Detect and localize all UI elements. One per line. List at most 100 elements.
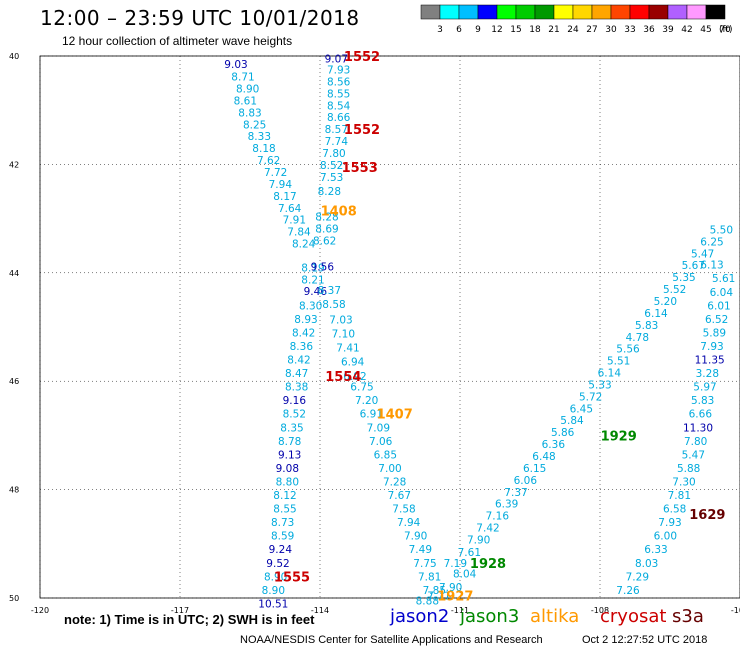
wave-height-value: 7.19 — [444, 558, 467, 570]
wave-height-value: 6.48 — [532, 451, 555, 463]
scale-swatch — [420, 4, 441, 20]
wave-height-value: 6.92 — [343, 371, 366, 383]
wave-height-value: 6.06 — [514, 475, 538, 487]
wave-height-value: 8.66 — [327, 112, 351, 124]
pass-time-label: 1929 — [601, 429, 637, 444]
lat-label: 46 — [9, 377, 19, 386]
wave-height-value: 6.01 — [707, 300, 730, 312]
wave-height-value: 7.80 — [684, 436, 707, 448]
scale-label: 27 — [586, 25, 597, 35]
wave-height-value: 5.61 — [712, 273, 735, 285]
wave-height-value: 5.67 — [682, 260, 705, 272]
scale-swatch — [705, 4, 726, 20]
wave-height-value: 6.00 — [654, 531, 677, 543]
scale-swatch — [686, 4, 707, 20]
wave-height-value: 8.78 — [278, 436, 301, 448]
lat-label: 40 — [9, 52, 19, 61]
satellite-cryosat: cryosat — [600, 606, 667, 627]
wave-height-value: 8.56 — [327, 76, 351, 88]
wave-height-value: 8.61 — [234, 95, 257, 107]
wave-height-value: 7.64 — [278, 203, 302, 215]
wave-height-value: 8.24 — [292, 239, 316, 251]
wave-height-value: 6.66 — [689, 409, 713, 421]
pass-time-label: 1408 — [321, 204, 357, 219]
lat-lon-grid — [39, 55, 740, 599]
scale-label: 18 — [529, 25, 541, 35]
satellite-jason2: jason2 — [390, 606, 450, 627]
wave-height-value: 7.81 — [668, 490, 691, 502]
pass-time-label: 1629 — [689, 508, 725, 523]
wave-height-value: 6.45 — [570, 403, 593, 415]
wave-height-value: 8.28 — [318, 186, 341, 198]
wave-height-value: 9.03 — [224, 59, 247, 71]
wave-height-value: 7.90 — [439, 582, 462, 594]
wave-height-value: 6.75 — [350, 382, 373, 394]
pass-time-label: 1554 — [325, 370, 361, 385]
scale-label: 15 — [510, 25, 521, 35]
scale-label: 3 — [437, 25, 443, 35]
scale-label: 39 — [662, 25, 674, 35]
wave-height-value: 6.94 — [341, 357, 365, 369]
footer-credit: NOAA/NESDIS Center for Satellite Applica… — [240, 634, 543, 646]
wave-height-value: 9.13 — [278, 449, 301, 461]
wave-height-value: 5.97 — [693, 382, 716, 394]
wave-height-value: 6.91 — [360, 409, 383, 421]
wave-height-value: 11.35 — [695, 355, 725, 367]
footer-created: Oct 2 12:27:52 UTC 2018 — [582, 634, 708, 646]
wave-height-value: 5.33 — [588, 379, 611, 391]
wave-height-value: 6.25 — [700, 236, 723, 248]
map-subtitle: 12 hour collection of altimeter wave hei… — [62, 34, 293, 48]
wave-height-value: 8.80 — [276, 476, 299, 488]
wave-height-value: 6.15 — [523, 463, 546, 475]
wave-height-value: 8.03 — [635, 558, 658, 570]
wave-height-value: 7.74 — [325, 136, 349, 148]
wave-height-value: 8.69 — [315, 223, 338, 235]
scale-swatch — [667, 4, 688, 20]
wave-height-value: 6.52 — [705, 314, 728, 326]
map-title: 12:00 – 23:59 UTC 10/01/2018 — [40, 6, 360, 30]
track-west: 9.038.718.908.618.838.258.338.187.627.72… — [224, 59, 327, 610]
wave-height-value: 8.35 — [280, 422, 303, 434]
wave-height-value: 8.52 — [283, 409, 306, 421]
satellite-altika: altika — [530, 606, 580, 627]
lat-label: 42 — [9, 160, 19, 169]
scale-swatch — [458, 4, 479, 20]
wave-height-value: 7.93 — [658, 517, 681, 529]
scale-label: 42 — [681, 25, 692, 35]
wave-height-value: 7.71 — [427, 590, 450, 602]
color-scale: 3 6 9 12 15 18 21 24 27 30 33 36 39 42 45 70(ft) — [420, 4, 733, 35]
scale-label: 33 — [624, 25, 635, 35]
wave-height-value: 8.59 — [271, 531, 294, 543]
lon-label: -117 — [171, 606, 189, 615]
scale-label: 24 — [567, 25, 579, 35]
satellite-jason3: jason3 — [460, 606, 520, 627]
scale-swatch — [477, 4, 498, 20]
wave-height-value: 8.21 — [301, 274, 324, 286]
lon-label: -108 — [591, 606, 609, 615]
wave-height-value: 8.19 — [301, 262, 324, 274]
wave-height-value: 8.73 — [271, 517, 294, 529]
wave-height-value: 7.29 — [626, 571, 649, 583]
wave-height-value: 8.38 — [285, 382, 308, 394]
scale-swatch — [591, 4, 612, 20]
wave-height-value: 5.83 — [635, 320, 658, 332]
scale-swatch — [572, 4, 593, 20]
wave-height-value: 10.51 — [258, 598, 288, 610]
wave-height-value: 6.58 — [663, 504, 686, 516]
scale-label: 12 — [491, 25, 502, 35]
scale-swatch — [629, 4, 650, 20]
pass-time-label: 1928 — [470, 557, 506, 572]
lon-label: -120 — [31, 606, 49, 615]
wave-height-value: 8.12 — [273, 490, 296, 502]
lon-label: -111 — [451, 606, 469, 615]
wave-height-value: 8.25 — [243, 119, 266, 131]
wave-height-value: 7.90 — [467, 534, 490, 546]
pass-time-label: 1552 — [344, 50, 380, 65]
wave-height-value: 7.20 — [355, 395, 378, 407]
wave-height-value: 8.30 — [299, 300, 322, 312]
pass-time-label: 1927 — [437, 589, 473, 604]
wave-height-value: 5.86 — [551, 427, 575, 439]
track-east-inner: 7.908.047.197.617.907.427.166.397.376.06… — [439, 224, 733, 594]
scale-swatch — [439, 4, 460, 20]
footer-note: note: 1) Time is in UTC; 2) SWH is in fe… — [64, 612, 315, 627]
